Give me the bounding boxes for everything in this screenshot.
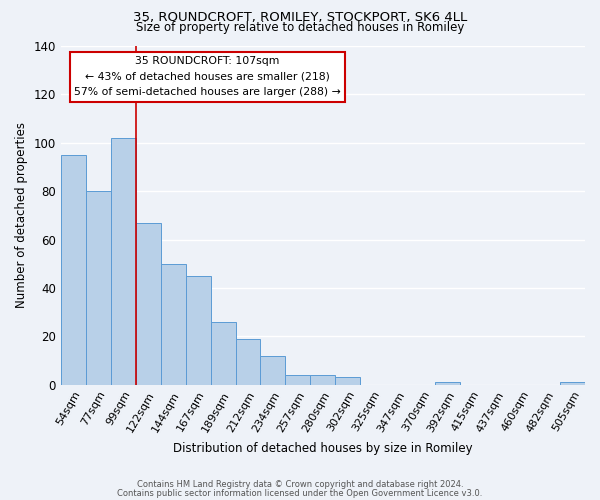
Bar [111,138,136,384]
Bar [335,378,361,384]
Text: Contains public sector information licensed under the Open Government Licence v3: Contains public sector information licen… [118,489,482,498]
Bar [86,191,111,384]
Bar [260,356,286,384]
Bar [185,276,211,384]
Bar [61,155,86,384]
Y-axis label: Number of detached properties: Number of detached properties [15,122,28,308]
Bar [236,339,260,384]
Text: Size of property relative to detached houses in Romiley: Size of property relative to detached ho… [136,22,464,35]
Bar [161,264,185,384]
X-axis label: Distribution of detached houses by size in Romiley: Distribution of detached houses by size … [173,442,473,455]
Bar [136,222,161,384]
Bar [310,375,335,384]
Text: 35, ROUNDCROFT, ROMILEY, STOCKPORT, SK6 4LL: 35, ROUNDCROFT, ROMILEY, STOCKPORT, SK6 … [133,11,467,24]
Bar [286,375,310,384]
Text: 35 ROUNDCROFT: 107sqm
← 43% of detached houses are smaller (218)
57% of semi-det: 35 ROUNDCROFT: 107sqm ← 43% of detached … [74,56,341,98]
Bar [211,322,236,384]
Text: Contains HM Land Registry data © Crown copyright and database right 2024.: Contains HM Land Registry data © Crown c… [137,480,463,489]
Bar [560,382,585,384]
Bar [435,382,460,384]
